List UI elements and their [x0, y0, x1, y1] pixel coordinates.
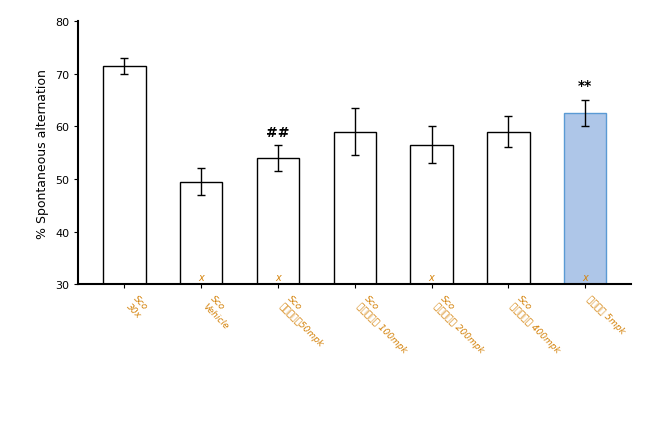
- Bar: [257, 159, 299, 438]
- Text: x: x: [429, 272, 434, 282]
- Text: x: x: [199, 272, 204, 282]
- Text: ##: ##: [266, 126, 290, 140]
- Bar: [180, 182, 222, 438]
- Y-axis label: % Spontaneous alternation: % Spontaneous alternation: [36, 69, 49, 238]
- Text: x: x: [275, 272, 281, 282]
- Bar: [411, 145, 452, 438]
- Text: x: x: [583, 272, 588, 282]
- Text: **: **: [578, 79, 592, 93]
- Bar: [104, 67, 146, 438]
- Bar: [564, 114, 606, 438]
- Bar: [488, 132, 529, 438]
- Bar: [334, 132, 376, 438]
